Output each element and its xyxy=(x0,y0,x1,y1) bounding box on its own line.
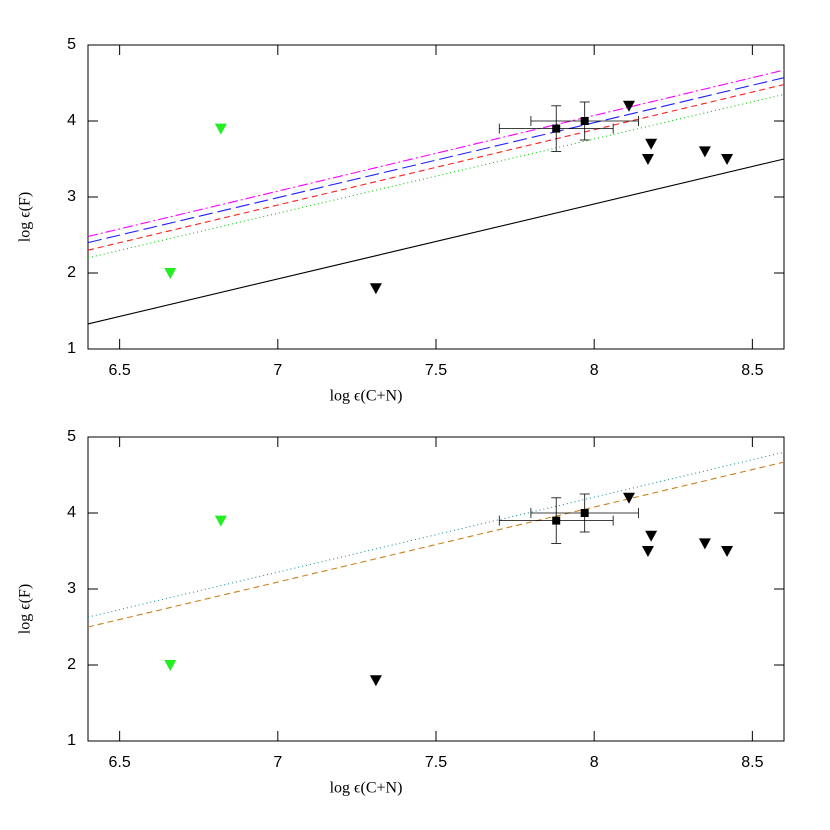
x-tick-label: 8.5 xyxy=(741,362,763,379)
upper-limit-marker xyxy=(721,154,734,165)
y-tick-label: 3 xyxy=(67,188,76,205)
upper-limit-marker xyxy=(214,515,227,527)
y-tick-label: 3 xyxy=(67,580,76,597)
upper-limit-marker xyxy=(721,546,734,557)
x-tick-label: 6.5 xyxy=(109,362,131,379)
y-tick-label: 4 xyxy=(67,112,76,129)
upper-limit-marker xyxy=(641,154,654,165)
upper-limit-marker xyxy=(698,146,711,158)
y-tick-label: 2 xyxy=(67,656,76,673)
measurement-marker xyxy=(580,509,589,517)
model-line xyxy=(87,77,785,244)
plot-frame xyxy=(87,44,785,350)
measurement-marker xyxy=(580,117,589,125)
upper-limit-marker xyxy=(622,100,635,112)
upper-limit-marker xyxy=(164,660,177,671)
upper-limit-marker xyxy=(164,268,177,279)
upper-limit-marker xyxy=(622,492,635,504)
x-tick-label: 7.5 xyxy=(425,754,447,771)
x-tick-label: 6.5 xyxy=(109,754,131,771)
upper-limit-marker xyxy=(369,675,382,687)
x-axis-title: log ϵ(C+N) xyxy=(330,780,403,797)
upper-limit-marker xyxy=(369,283,382,295)
upper-limit-marker xyxy=(645,530,658,542)
model-line xyxy=(87,158,785,325)
y-tick-label: 2 xyxy=(67,264,76,281)
y-tick-label: 1 xyxy=(67,732,76,749)
upper-limit-marker xyxy=(645,138,658,150)
measurement-marker xyxy=(552,124,561,133)
x-tick-label: 8.5 xyxy=(741,754,763,771)
y-axis-title: log ϵ(F) xyxy=(17,584,34,634)
y-axis-title: log ϵ(F) xyxy=(17,192,34,242)
x-tick-label: 7.5 xyxy=(425,362,447,379)
y-tick-label: 5 xyxy=(67,36,76,53)
model-line xyxy=(87,69,785,238)
y-tick-label: 4 xyxy=(67,504,76,521)
x-tick-label: 7 xyxy=(273,362,282,379)
upper-limit-marker xyxy=(698,538,711,550)
y-tick-label: 5 xyxy=(67,428,76,445)
upper-limit-marker xyxy=(641,546,654,557)
y-tick-label: 1 xyxy=(67,340,76,357)
model-line xyxy=(87,83,785,251)
model-line xyxy=(87,451,785,618)
model-line xyxy=(87,93,785,259)
model-line xyxy=(87,461,785,628)
x-tick-label: 7 xyxy=(273,754,282,771)
x-axis-title: log ϵ(C+N) xyxy=(330,388,403,405)
plot-frame xyxy=(87,436,785,742)
x-tick-label: 8 xyxy=(590,362,599,379)
measurement-marker xyxy=(552,516,561,525)
upper-limit-marker xyxy=(214,123,227,135)
x-tick-label: 8 xyxy=(590,754,599,771)
